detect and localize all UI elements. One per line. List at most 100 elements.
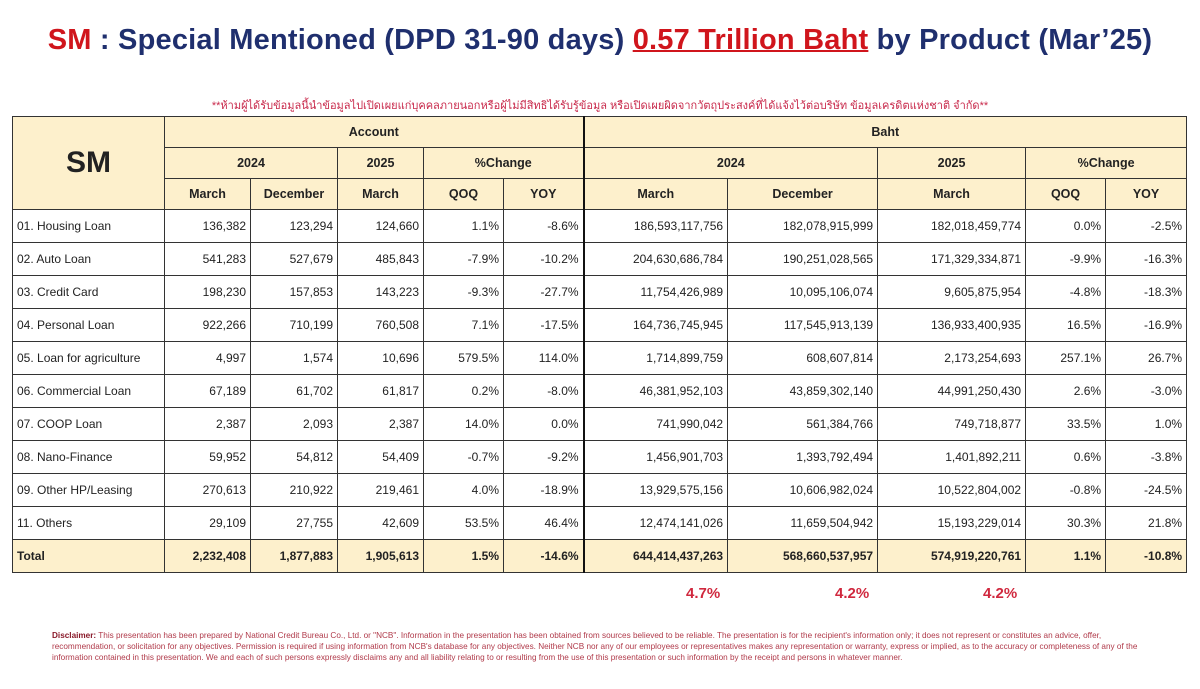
cell-value: -7.9% [423, 242, 504, 276]
cell-value: 43,859,302,140 [727, 374, 879, 408]
title-middle: : Special Mentioned (DPD 31-90 days) [91, 24, 633, 56]
cell-value: 11,659,504,942 [727, 506, 879, 540]
cell-value: 46,381,952,103 [582, 374, 729, 408]
cell-value: 1.0% [1105, 407, 1188, 441]
cell-value: -2.5% [1105, 209, 1188, 243]
cell-value: 210,922 [250, 473, 338, 507]
cell-value: 485,843 [337, 242, 424, 276]
cell-value: -16.9% [1105, 308, 1188, 342]
cell-value: 2,232,408 [164, 539, 251, 573]
cell-value: -9.2% [502, 440, 585, 474]
cell-value: -24.5% [1105, 473, 1188, 507]
cell-value: -3.0% [1105, 374, 1188, 408]
cell-value: 574,919,220,761 [877, 539, 1027, 573]
cell-value: 10,095,106,074 [727, 275, 879, 309]
cell-value: 710,199 [250, 308, 338, 342]
cell-value: -17.5% [502, 308, 585, 342]
cell-value: 0.0% [502, 407, 585, 441]
cell-value: 527,679 [250, 242, 338, 276]
cell-value: 114.0% [502, 341, 585, 375]
cell-value: 2,173,254,693 [877, 341, 1027, 375]
cell-value: 15,193,229,014 [877, 506, 1027, 540]
table-row: 03. Credit Card 198,230 157,853 143,223 -9.3… [12, 275, 1188, 309]
table-corner: SM [12, 116, 165, 210]
sm-table: SM Account Baht 2024 2025 %Change 2024 2… [12, 116, 1188, 573]
cell-value: 44,991,250,430 [877, 374, 1027, 408]
column-header: QOQ [423, 178, 504, 210]
cell-value: 0.0% [1025, 209, 1107, 243]
group-account: Account [163, 116, 585, 148]
cell-value: 1,456,901,703 [582, 440, 729, 474]
column-header: March [337, 178, 424, 210]
row-label: 02. Auto Loan [12, 242, 165, 276]
row-label: 04. Personal Loan [12, 308, 165, 342]
cell-value: 568,660,537,957 [727, 539, 879, 573]
table-row: 01. Housing Loan 136,382 123,294 124,660 1.1… [12, 209, 1188, 243]
cell-value: -18.3% [1105, 275, 1188, 309]
cell-value: 1,877,883 [250, 539, 338, 573]
row-label: 11. Others [12, 506, 165, 540]
cell-value: -14.6% [502, 539, 585, 573]
table-row: 08. Nano-Finance 59,952 54,812 54,409 -0.7% -… [12, 440, 1188, 474]
cell-value: -18.9% [502, 473, 585, 507]
cell-value: 123,294 [250, 209, 338, 243]
cell-value: 61,817 [337, 374, 424, 408]
cell-value: 219,461 [337, 473, 424, 507]
cell-value: -27.7% [502, 275, 585, 309]
cell-value: 124,660 [337, 209, 424, 243]
table-row: 09. Other HP/Leasing 270,613 210,922 219,46… [12, 473, 1188, 507]
cell-value: 1,574 [250, 341, 338, 375]
total-row: Total 2,232,408 1,877,883 1,905,613 1.5% -14.… [12, 539, 1188, 573]
cell-value: 53.5% [423, 506, 504, 540]
cell-value: 171,329,334,871 [877, 242, 1027, 276]
cell-value: 1.5% [423, 539, 504, 573]
cell-value: -0.8% [1025, 473, 1107, 507]
cell-value: -10.8% [1105, 539, 1188, 573]
cell-value: 12,474,141,026 [582, 506, 729, 540]
column-header: YOY [1105, 178, 1188, 210]
cell-value: 579.5% [423, 341, 504, 375]
cell-value: 33.5% [1025, 407, 1107, 441]
cell-value: 922,266 [164, 308, 251, 342]
column-header: March [164, 178, 251, 210]
change-header: %Change [422, 147, 585, 179]
cell-value: 10,696 [337, 341, 424, 375]
cell-value: 2.6% [1025, 374, 1107, 408]
cell-value: 0.6% [1025, 440, 1107, 474]
cell-value: 10,522,804,002 [877, 473, 1027, 507]
table-row: 04. Personal Loan 922,266 710,199 760,508 7.… [12, 308, 1188, 342]
cell-value: 2,387 [164, 407, 251, 441]
row-label: Total [12, 539, 165, 573]
confidentiality-note: **ห้ามผู้ได้รับข้อมูลนี้นำข้อมูลไปเปิดเผ… [211, 100, 989, 112]
row-label: 08. Nano-Finance [12, 440, 165, 474]
year-header: 2024 [164, 147, 338, 179]
table-row: 05. Loan for agriculture 4,997 1,574 10,696… [12, 341, 1188, 375]
cell-value: 204,630,686,784 [582, 242, 729, 276]
ratio-label: 4.2% [835, 585, 870, 602]
cell-value: 4.0% [423, 473, 504, 507]
cell-value: 164,736,745,945 [582, 308, 729, 342]
cell-value: 7.1% [423, 308, 504, 342]
cell-value: -4.8% [1025, 275, 1107, 309]
cell-value: 42,609 [337, 506, 424, 540]
row-label: 03. Credit Card [12, 275, 165, 309]
ratio-label: 4.7% [686, 585, 721, 602]
cell-value: 136,382 [164, 209, 251, 243]
cell-value: 190,251,028,565 [727, 242, 879, 276]
cell-value: 644,414,437,263 [582, 539, 729, 573]
cell-value: 541,283 [164, 242, 251, 276]
page-title: SM : Special Mentioned (DPD 31-90 days) … [0, 24, 1200, 57]
cell-value: 67,189 [164, 374, 251, 408]
cell-value: -9.3% [423, 275, 504, 309]
title-highlight: 0.57 Trillion Baht [632, 24, 869, 56]
cell-value: 10,606,982,024 [727, 473, 879, 507]
cell-value: 1,714,899,759 [582, 341, 729, 375]
column-header: December [727, 178, 879, 210]
row-label: 09. Other HP/Leasing [12, 473, 165, 507]
cell-value: 61,702 [250, 374, 338, 408]
cell-value: 136,933,400,935 [877, 308, 1027, 342]
column-header: December [250, 178, 338, 210]
table-row: 02. Auto Loan 541,283 527,679 485,843 -7.9% -… [12, 242, 1188, 276]
cell-value: -3.8% [1105, 440, 1188, 474]
row-label: 06. Commercial Loan [12, 374, 165, 408]
